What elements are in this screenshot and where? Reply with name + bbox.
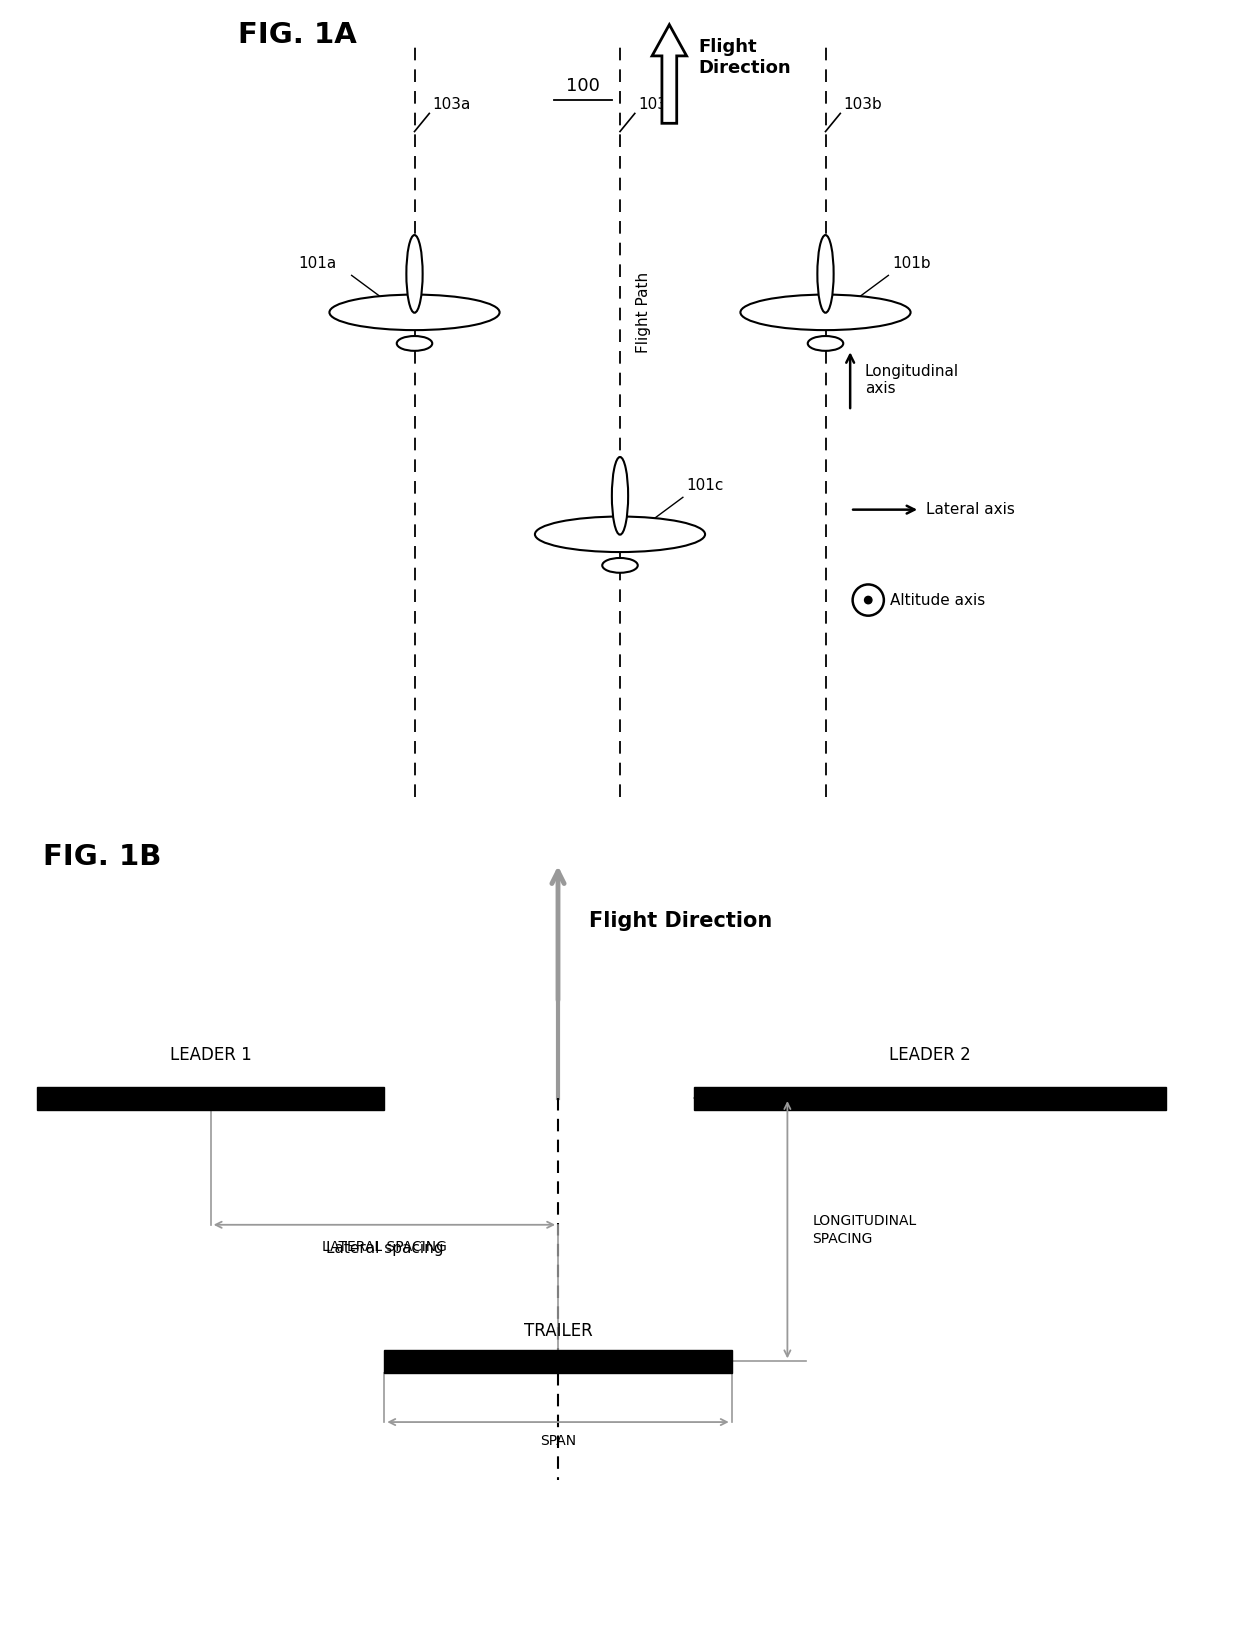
Ellipse shape — [330, 294, 500, 330]
Text: Flight Path: Flight Path — [636, 271, 651, 353]
Text: Altitude axis: Altitude axis — [889, 592, 985, 608]
Ellipse shape — [853, 585, 884, 616]
Ellipse shape — [534, 516, 706, 552]
Text: Lateral spacing: Lateral spacing — [326, 1241, 443, 1256]
Text: LEADER 2: LEADER 2 — [889, 1046, 971, 1064]
Ellipse shape — [611, 457, 629, 534]
Text: Lateral axis: Lateral axis — [926, 501, 1014, 518]
FancyArrow shape — [652, 25, 687, 123]
Text: 103b: 103b — [843, 97, 883, 112]
Ellipse shape — [397, 335, 433, 350]
Text: 103a: 103a — [433, 97, 471, 112]
Bar — [384, 1350, 732, 1373]
Text: 101c: 101c — [687, 478, 724, 493]
Ellipse shape — [603, 557, 637, 572]
Text: Flight Direction: Flight Direction — [589, 911, 773, 931]
Text: LATERAL SPACING: LATERAL SPACING — [322, 1240, 446, 1254]
Ellipse shape — [817, 235, 833, 312]
Text: Flight
Direction: Flight Direction — [698, 38, 791, 77]
Ellipse shape — [864, 597, 872, 603]
Text: 101b: 101b — [892, 256, 931, 271]
Ellipse shape — [740, 294, 910, 330]
Ellipse shape — [807, 335, 843, 350]
Text: SPAN: SPAN — [539, 1434, 577, 1448]
Text: 103: 103 — [639, 97, 667, 112]
Bar — [37, 1087, 384, 1110]
Text: Longitudinal
axis: Longitudinal axis — [866, 363, 959, 396]
Text: LEADER 1: LEADER 1 — [170, 1046, 252, 1064]
Text: 100: 100 — [567, 77, 600, 94]
Text: TRAILER: TRAILER — [523, 1322, 593, 1340]
Text: LONGITUDINAL
SPACING: LONGITUDINAL SPACING — [812, 1213, 916, 1246]
Text: 101a: 101a — [299, 256, 337, 271]
Ellipse shape — [407, 235, 423, 312]
Bar — [694, 1087, 1166, 1110]
Text: FIG. 1A: FIG. 1A — [238, 20, 357, 49]
Text: FIG. 1B: FIG. 1B — [43, 842, 161, 871]
